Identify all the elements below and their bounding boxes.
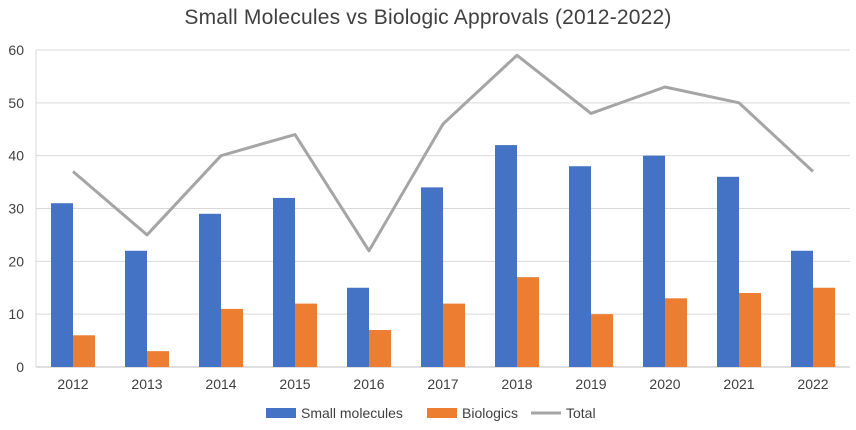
legend-label: Total <box>566 405 596 421</box>
bar-small-molecules <box>125 250 147 367</box>
x-tick-label: 2021 <box>723 376 754 392</box>
x-tick-label: 2019 <box>575 376 606 392</box>
bar-biologics <box>369 330 391 367</box>
y-tick-label: 0 <box>16 359 24 375</box>
bar-small-molecules <box>273 197 295 367</box>
bar-biologics <box>221 308 243 367</box>
bar-biologics <box>517 277 539 367</box>
bar-small-molecules <box>421 187 443 367</box>
bar-small-molecules <box>495 145 517 367</box>
x-tick-label: 2012 <box>57 376 88 392</box>
bar-small-molecules <box>569 166 591 367</box>
x-tick-label: 2014 <box>205 376 236 392</box>
y-tick-label: 10 <box>8 306 24 322</box>
bar-biologics <box>443 303 465 367</box>
y-tick-label: 40 <box>8 148 24 164</box>
x-tick-label: 2015 <box>279 376 310 392</box>
bar-biologics <box>665 298 687 367</box>
y-tick-label: 30 <box>8 201 24 217</box>
bar-small-molecules <box>643 155 665 367</box>
x-tick-label: 2016 <box>353 376 384 392</box>
y-tick-label: 20 <box>8 253 24 269</box>
chart-title: Small Molecules vs Biologic Approvals (2… <box>184 6 672 29</box>
bar-biologics <box>591 314 613 367</box>
legend-label: Biologics <box>462 405 518 421</box>
bar-small-molecules <box>199 213 221 367</box>
x-tick-label: 2017 <box>427 376 458 392</box>
bar-small-molecules <box>717 176 739 367</box>
bar-biologics <box>147 351 169 367</box>
legend-swatch-small-molecules <box>266 408 296 418</box>
bar-biologics <box>73 335 95 367</box>
bar-small-molecules <box>51 203 73 367</box>
bar-small-molecules <box>791 250 813 367</box>
line-total <box>72 53 815 253</box>
x-tick-label: 2020 <box>649 376 680 392</box>
bar-biologics <box>295 303 317 367</box>
x-tick-label: 2013 <box>131 376 162 392</box>
y-tick-label: 50 <box>8 95 24 111</box>
bar-biologics <box>813 287 835 367</box>
y-tick-label: 60 <box>8 42 24 58</box>
legend-swatch-biologics <box>427 408 457 418</box>
x-tick-label: 2018 <box>501 376 532 392</box>
bar-biologics <box>739 293 761 367</box>
x-tick-label: 2022 <box>797 376 828 392</box>
legend-label: Small molecules <box>301 405 403 421</box>
bar-small-molecules <box>347 287 369 367</box>
